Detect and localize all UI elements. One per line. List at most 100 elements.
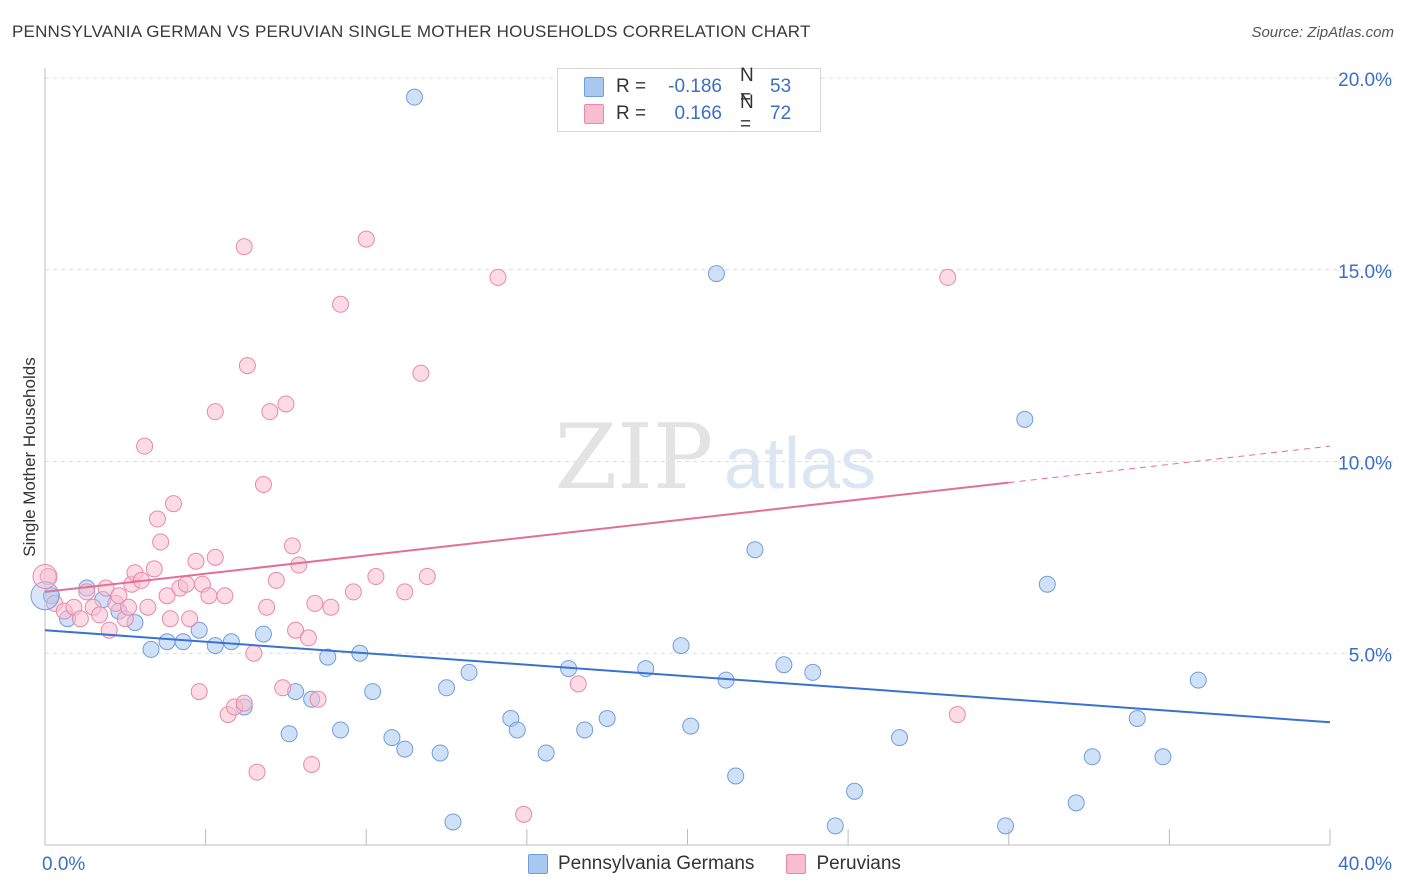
data-point-peruvian — [357, 230, 375, 248]
data-point-pennsylvania-german — [537, 744, 555, 762]
data-point-peruvian — [569, 675, 587, 693]
data-point-peruvian — [309, 690, 327, 708]
data-point-peruvian — [322, 598, 340, 616]
legend-r-value: -0.186 — [668, 76, 722, 97]
data-point-pennsylvania-german — [206, 637, 224, 655]
data-point-peruvian — [165, 495, 182, 513]
data-point-pennsylvania-german — [1189, 671, 1207, 689]
data-point-peruvian — [396, 583, 414, 601]
data-point-peruvian — [161, 610, 179, 628]
data-point-pennsylvania-german — [727, 767, 745, 785]
data-point-pennsylvania-german — [405, 88, 423, 106]
data-point-peruvian — [515, 805, 533, 823]
data-point-peruvian — [283, 537, 301, 555]
data-point-peruvian — [206, 403, 224, 421]
data-point-peruvian — [254, 476, 272, 494]
data-point-peruvian — [39, 568, 57, 586]
data-point-peruvian — [332, 295, 350, 313]
legend-swatch-pink — [584, 104, 604, 124]
data-point-pennsylvania-german — [576, 721, 594, 739]
data-point-peruvian — [290, 556, 308, 574]
data-point-pennsylvania-german — [1128, 709, 1146, 727]
data-point-peruvian — [190, 683, 208, 701]
data-point-pennsylvania-german — [1083, 748, 1101, 766]
legend-item-peruvians[interactable]: Peruvians — [786, 853, 901, 875]
trend-line-peruvians-extension — [1008, 445, 1331, 484]
data-point-peruvian — [267, 571, 285, 589]
legend-swatch-pink — [786, 854, 807, 874]
data-point-peruvian — [306, 594, 324, 612]
data-point-pennsylvania-german — [30, 581, 60, 611]
data-point-pennsylvania-german — [190, 621, 208, 639]
data-point-pennsylvania-german — [444, 813, 462, 831]
legend-swatch-blue — [584, 77, 604, 97]
data-point-pennsylvania-german — [438, 679, 456, 697]
data-point-pennsylvania-german — [1038, 575, 1056, 593]
data-point-peruvian — [32, 564, 58, 590]
trend-line-pennsylvania-germans — [44, 629, 1331, 724]
watermark-zip: ZIP — [555, 405, 714, 510]
legend-r-label: R = — [616, 76, 647, 97]
data-point-peruvian — [136, 437, 154, 455]
data-point-pennsylvania-german — [707, 265, 725, 283]
data-point-peruvian — [181, 610, 199, 628]
data-point-pennsylvania-german — [158, 633, 176, 651]
data-point-pennsylvania-german — [997, 817, 1015, 835]
data-point-peruvian — [248, 763, 266, 781]
legend-item-pennsylvania-germans[interactable]: Pennsylvania Germans — [528, 853, 754, 875]
data-point-peruvian — [418, 568, 436, 586]
correlation-legend: R = -0.186 N = 53 R = 0.166 N = 72 — [557, 65, 821, 135]
data-point-pennsylvania-german — [672, 637, 690, 655]
data-point-peruvian — [158, 587, 176, 605]
data-point-pennsylvania-german — [460, 663, 478, 681]
data-point-peruvian — [200, 587, 218, 605]
data-point-pennsylvania-german — [174, 633, 192, 651]
data-point-peruvian — [152, 533, 170, 551]
y-tick-label: 15.0% — [1338, 262, 1392, 283]
data-point-pennsylvania-german — [1154, 748, 1172, 766]
legend-swatch-blue — [528, 854, 548, 874]
data-point-peruvian — [235, 694, 253, 712]
data-point-peruvian — [91, 606, 109, 624]
legend-n-label: N = — [740, 65, 754, 108]
data-point-peruvian — [948, 706, 966, 724]
data-point-peruvian — [299, 629, 317, 647]
x-tick-label: 0.0% — [42, 854, 85, 875]
legend-n-value: 53 — [770, 76, 792, 97]
data-point-peruvian — [216, 587, 234, 605]
data-point-peruvian — [148, 510, 166, 528]
legend-n-label: N = — [740, 92, 754, 135]
data-point-peruvian — [258, 598, 276, 616]
y-tick-label: 20.0% — [1338, 70, 1392, 91]
data-point-pennsylvania-german — [891, 729, 909, 747]
data-point-peruvian — [344, 583, 362, 601]
data-point-peruvian — [939, 268, 957, 286]
legend-label: Pennsylvania Germans — [558, 853, 755, 874]
legend-row-peruvians: R = 0.166 N = 72 — [584, 92, 791, 135]
watermark-atlas: atlas — [724, 424, 876, 504]
data-point-peruvian — [177, 575, 195, 593]
data-point-pennsylvania-german — [332, 721, 350, 739]
y-tick-label: 10.0% — [1338, 454, 1392, 475]
data-point-peruvian — [277, 395, 295, 413]
legend-r-label: R = — [616, 103, 647, 124]
data-point-peruvian — [489, 268, 507, 286]
chart-source: Source: ZipAtlas.com — [1251, 24, 1394, 41]
data-point-pennsylvania-german — [142, 640, 160, 658]
trend-line-peruvians — [44, 481, 1009, 593]
data-point-peruvian — [110, 587, 128, 605]
data-point-peruvian — [120, 598, 138, 616]
legend-label: Peruvians — [816, 853, 901, 874]
x-tick-label: 40.0% — [1338, 854, 1392, 875]
data-point-peruvian — [238, 357, 256, 375]
data-point-pennsylvania-german — [222, 633, 240, 651]
data-point-pennsylvania-german — [280, 725, 298, 743]
data-point-peruvian — [71, 610, 89, 628]
data-point-peruvian — [245, 644, 263, 662]
data-point-peruvian — [187, 552, 205, 570]
data-point-pennsylvania-german — [508, 721, 526, 739]
data-point-pennsylvania-german — [846, 782, 864, 800]
data-point-pennsylvania-german — [1016, 410, 1034, 428]
data-point-peruvian — [139, 598, 157, 616]
data-point-peruvian — [235, 238, 253, 256]
